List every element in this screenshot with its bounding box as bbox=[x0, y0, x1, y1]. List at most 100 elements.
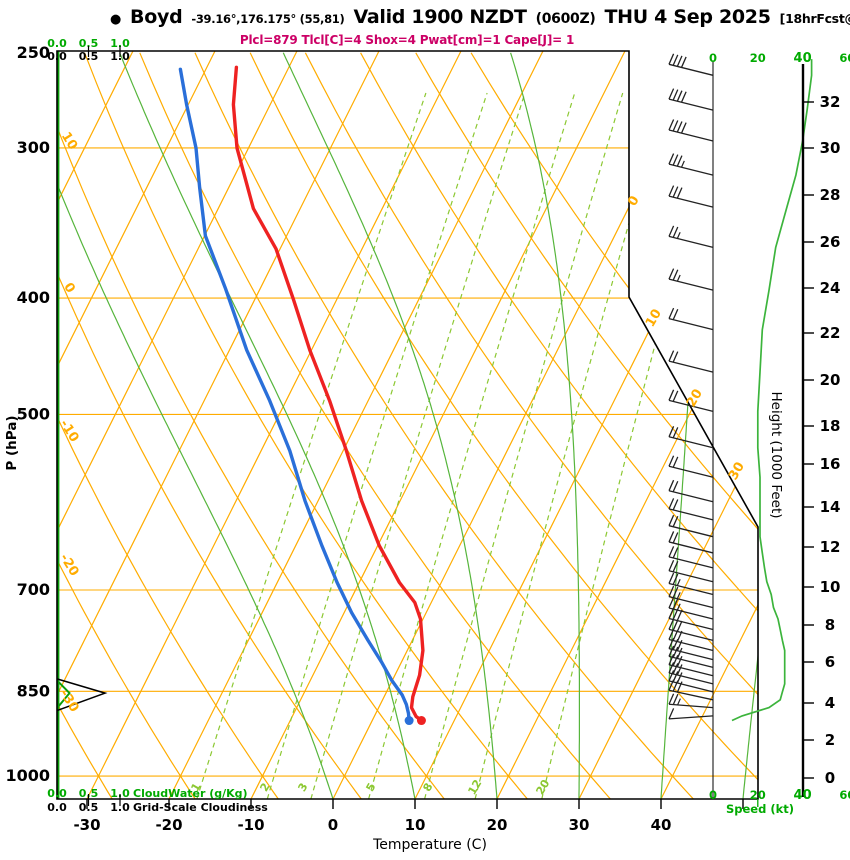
mixing-ratio-label: 3 bbox=[295, 781, 310, 794]
barb-staff bbox=[668, 541, 714, 554]
barb-feather bbox=[668, 88, 675, 100]
isotherm-line bbox=[57, 51, 216, 799]
wind-barb bbox=[668, 597, 714, 620]
forecast-run-info: [18hrFcst@1629z] bbox=[779, 11, 850, 26]
dry-adiabat-line bbox=[57, 52, 113, 799]
wind-barb bbox=[668, 268, 714, 291]
height-tick-label: 8 bbox=[825, 616, 835, 634]
wind-barb bbox=[668, 618, 714, 642]
speed-scale-top-label: 20 bbox=[750, 51, 766, 65]
cloudwater-scale-bottom: 0.0 bbox=[47, 787, 67, 800]
wind-barb bbox=[668, 225, 714, 249]
barb-feather bbox=[668, 498, 675, 510]
wind-barb bbox=[668, 479, 714, 503]
isotherm-label: 30 bbox=[726, 460, 748, 483]
barb-feather bbox=[668, 153, 675, 165]
wind-barb bbox=[668, 498, 714, 521]
wind-barb bbox=[668, 514, 714, 538]
speed-scale-top-label: 60 bbox=[839, 51, 850, 65]
dry-adiabat-line bbox=[84, 52, 528, 799]
barb-staff bbox=[668, 607, 714, 620]
pressure-tick-label: 300 bbox=[17, 138, 50, 157]
barb-staff bbox=[668, 556, 714, 569]
barb-feather bbox=[672, 456, 679, 468]
barb-feather bbox=[676, 609, 683, 621]
barb-feather bbox=[672, 308, 679, 320]
pressure-tick-label: 250 bbox=[17, 43, 50, 62]
barb-staff bbox=[668, 689, 714, 701]
barb-staff bbox=[668, 63, 714, 76]
cloudiness-axis-label: Grid-Scale Cloudiness bbox=[133, 801, 268, 814]
chart-border bbox=[56, 50, 759, 800]
height-tick-label: 24 bbox=[820, 279, 841, 297]
barb-feather bbox=[668, 455, 675, 467]
wind-barb bbox=[668, 53, 714, 76]
cloudwater-scale-top: 0.5 bbox=[79, 37, 99, 50]
barb-feather bbox=[668, 628, 675, 640]
barb-staff bbox=[668, 628, 714, 642]
cloudwater-scale-top: 1.0 bbox=[110, 37, 130, 50]
wind-barb bbox=[668, 693, 714, 709]
barb-feather bbox=[668, 307, 675, 319]
barb-feather bbox=[668, 618, 675, 630]
moist-adiabat-line bbox=[742, 52, 758, 799]
barb-feather bbox=[672, 638, 679, 650]
barb-staff bbox=[668, 360, 714, 373]
barb-feather bbox=[672, 427, 679, 439]
pressure-tick-label: 1000 bbox=[5, 766, 50, 785]
dry-adiabat-line bbox=[57, 52, 196, 799]
barb-staff bbox=[668, 318, 714, 331]
barb-feather bbox=[672, 573, 679, 585]
barb-staff bbox=[668, 98, 714, 111]
cloudiness-scale-bottom: 1.0 bbox=[110, 801, 130, 814]
barb-feather bbox=[672, 619, 679, 631]
isotherm-line bbox=[168, 51, 544, 799]
temp-tick-label: 30 bbox=[569, 816, 590, 834]
pressure-tick-label: 850 bbox=[17, 681, 50, 700]
isotherm-line bbox=[660, 51, 758, 799]
dry-adiabat-line bbox=[194, 52, 694, 799]
barb-half-feather bbox=[676, 592, 681, 599]
barb-staff bbox=[668, 278, 714, 291]
wind-barb bbox=[668, 389, 714, 412]
height-tick-label: 12 bbox=[820, 538, 841, 556]
barb-staff bbox=[668, 703, 714, 709]
isotherm-line bbox=[578, 51, 758, 799]
wind-barb bbox=[668, 119, 714, 142]
pressure-tick-label: 500 bbox=[17, 404, 50, 423]
barb-staff bbox=[668, 508, 714, 521]
barb-feather bbox=[680, 91, 687, 103]
barb-staff bbox=[668, 163, 714, 176]
barb-staff bbox=[668, 595, 714, 609]
barb-feather bbox=[672, 480, 679, 492]
dry-adiabat-line bbox=[139, 52, 611, 799]
barb-staff bbox=[668, 195, 714, 208]
barb-feather bbox=[668, 585, 675, 597]
cloudiness-spike bbox=[56, 678, 108, 712]
barb-staff bbox=[668, 715, 714, 720]
height-tick-label: 22 bbox=[820, 324, 841, 342]
height-tick-label: 0 bbox=[825, 769, 835, 787]
barb-feather bbox=[668, 679, 675, 691]
dry-adiabat-line bbox=[360, 52, 758, 799]
wind-barb bbox=[668, 350, 714, 373]
mixing-ratio-label: 12 bbox=[466, 777, 485, 797]
cloudwater-spike bbox=[57, 680, 71, 708]
height-tick-label: 2 bbox=[825, 731, 835, 749]
dry-adiabat-line bbox=[415, 52, 758, 799]
speed-curve bbox=[731, 59, 813, 722]
temp-tick-label: -10 bbox=[237, 816, 264, 834]
temp-tick-label: -20 bbox=[155, 816, 182, 834]
barb-feather bbox=[668, 637, 675, 649]
barb-staff bbox=[668, 617, 714, 631]
moist-adiabat-line bbox=[282, 52, 498, 799]
isotherm-line bbox=[250, 51, 626, 799]
barb-feather bbox=[676, 121, 683, 133]
height-tick-label: 14 bbox=[820, 498, 841, 516]
temp-tick-label: 10 bbox=[405, 816, 426, 834]
height-tick-label: 6 bbox=[825, 653, 835, 671]
barb-half-feather bbox=[680, 160, 685, 168]
isotherm-line bbox=[57, 51, 380, 799]
